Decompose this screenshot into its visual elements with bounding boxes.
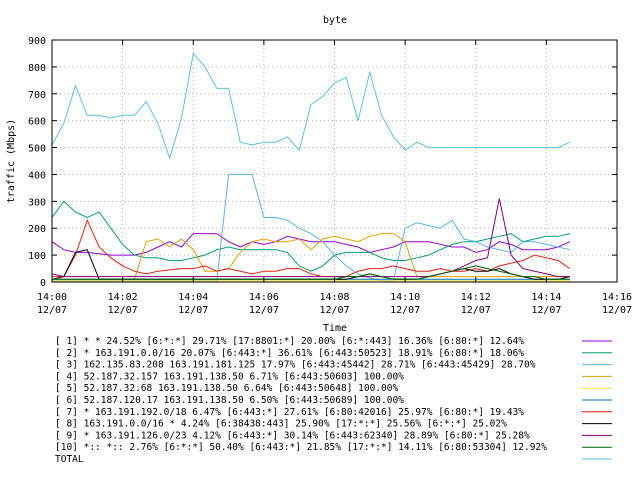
x-tick-label-date: 12/07 — [461, 305, 491, 316]
legend-entry-label: [ 1] * * 24.52% [6:*:*] 29.71% [17:8801:… — [55, 336, 524, 347]
series-line-10 — [52, 265, 570, 280]
y-tick-label: 400 — [28, 170, 46, 181]
x-tick-label-time: 14:10 — [390, 292, 420, 303]
x-tick-label-date: 12/07 — [37, 305, 67, 316]
x-tick-label-date: 12/07 — [319, 305, 349, 316]
series-line-7 — [52, 218, 571, 278]
y-tick-label: 100 — [28, 251, 46, 262]
x-tick-label-time: 14:02 — [108, 292, 138, 303]
x-tick-label-time: 14:08 — [319, 292, 349, 303]
legend-entry-label: [ 3] 162.135.83.208 163.191.181.125 17.9… — [55, 360, 536, 371]
axes: 0 100 200 300 400 500 600 700 800 900 14:00 12/07 14… — [28, 36, 632, 316]
legend-entry-label: TOTAL — [55, 454, 84, 465]
x-axis-label: Time — [323, 323, 347, 334]
chart-title: byte — [323, 15, 347, 26]
grid-lines — [52, 40, 617, 282]
y-tick-label: 500 — [28, 144, 46, 155]
legend-entry-label: [ 7] * 163.191.192.0/18 6.47% [6:443:*] … — [55, 407, 524, 418]
series-line-3 — [52, 173, 571, 282]
y-axis-label: traffic (Mbps) — [6, 119, 17, 203]
y-tick-label: 0 — [40, 278, 46, 289]
series-line-2 — [51, 200, 571, 272]
x-tick-label-time: 14:06 — [249, 292, 279, 303]
x-tick-label-time: 14:16 — [602, 292, 632, 303]
series-line-11 — [51, 52, 571, 160]
legend-entry-label: [ 4] 52.187.32.157 163.191.138.50 6.71% … — [55, 371, 404, 382]
x-tick-label-time: 14:12 — [461, 292, 491, 303]
y-tick-label: 300 — [28, 197, 46, 208]
y-tick-label: 200 — [28, 224, 46, 235]
legend-entry-label: [ 9] * 163.191.126.0/23 4.12% [6:443:*] … — [55, 430, 530, 441]
legend-entry-label: [ 8] 163.191.0.0/16 * 4.24% [6:38438:443… — [55, 419, 507, 430]
series-line-8 — [51, 249, 571, 280]
x-tick-label-time: 14:04 — [178, 292, 208, 303]
series-line-9 — [51, 198, 570, 278]
x-tick-label-date: 12/07 — [390, 305, 420, 316]
legend-entry-label: [ 6] 52.187.120.17 163.191.138.50 6.50% … — [55, 395, 404, 406]
y-tick-label: 900 — [28, 36, 46, 47]
y-tick-label: 800 — [28, 63, 46, 74]
x-tick-label-time: 14:00 — [37, 292, 67, 303]
series-line-1 — [51, 233, 571, 256]
y-tick-label: 700 — [28, 90, 46, 101]
legend: [ 1] * * 24.52% [6:*:*] 29.71% [17:8801:… — [55, 336, 612, 465]
legend-entry-label: [10] *:: *:: 2.76% [6:*:*] 50.40% [6:443… — [55, 442, 547, 453]
x-tick-label-date: 12/07 — [602, 305, 632, 316]
x-tick-label-date: 12/07 — [249, 305, 279, 316]
x-tick-label-date: 12/07 — [108, 305, 138, 316]
x-tick-label-date: 12/07 — [531, 305, 561, 316]
legend-entry-label: [ 5] 52.187.32.68 163.191.138.50 6.64% [… — [55, 383, 398, 394]
plot-series — [51, 52, 571, 282]
series-line-4 — [52, 233, 570, 280]
legend-entry-label: [ 2] * 163.191.0.0/16 20.07% [6:443:*] 3… — [55, 348, 524, 359]
y-tick-label: 600 — [28, 117, 46, 128]
x-tick-label-time: 14:14 — [531, 292, 561, 303]
x-tick-label-date: 12/07 — [178, 305, 208, 316]
